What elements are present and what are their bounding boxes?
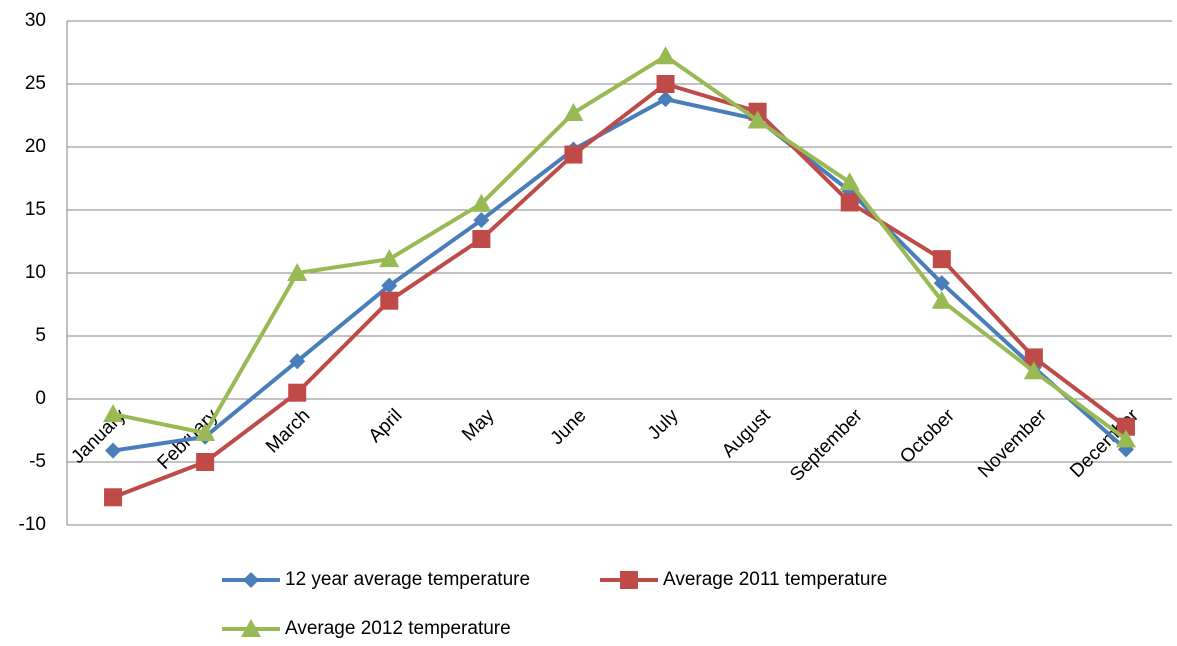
marker xyxy=(195,423,216,442)
marker xyxy=(1023,361,1044,380)
marker xyxy=(655,46,676,65)
legend-marker xyxy=(243,572,259,588)
y-tick-label: 0 xyxy=(35,388,46,409)
marker xyxy=(105,442,122,459)
marker xyxy=(472,229,491,248)
x-tick-label: April xyxy=(365,405,407,447)
marker xyxy=(381,277,398,294)
y-tick-label: -5 xyxy=(29,451,46,472)
marker xyxy=(933,275,950,292)
marker xyxy=(563,102,584,121)
y-tick-label: 30 xyxy=(25,10,46,31)
marker xyxy=(657,91,674,108)
marker xyxy=(380,291,399,310)
marker xyxy=(1024,348,1043,367)
y-tick-label: 15 xyxy=(25,199,46,220)
marker xyxy=(931,290,952,309)
x-tick-label: July xyxy=(644,405,683,444)
marker xyxy=(473,212,490,229)
marker xyxy=(656,75,675,93)
marker xyxy=(840,193,859,212)
series-line xyxy=(112,54,1128,441)
marker xyxy=(1115,429,1136,448)
marker xyxy=(839,172,860,191)
legend-label: Average 2012 temperature xyxy=(285,618,511,639)
marker xyxy=(1116,417,1135,436)
x-tick-label: August xyxy=(718,405,775,462)
marker xyxy=(289,353,306,370)
marker xyxy=(564,145,583,164)
legend-marker xyxy=(620,571,638,589)
series-line xyxy=(112,82,1128,500)
marker xyxy=(932,250,951,269)
x-tick-label: May xyxy=(458,405,499,446)
y-tick-label: 5 xyxy=(35,325,46,346)
marker xyxy=(196,453,215,471)
marker xyxy=(379,249,400,268)
y-tick-label: -10 xyxy=(19,514,46,535)
y-tick-label: 20 xyxy=(25,136,46,157)
marker xyxy=(747,110,768,129)
legend-marker xyxy=(241,619,261,637)
marker xyxy=(288,383,307,402)
marker xyxy=(104,488,123,507)
marker xyxy=(287,263,308,281)
y-tick-label: 10 xyxy=(25,262,46,283)
x-tick-label: October xyxy=(896,405,959,468)
x-tick-label: November xyxy=(974,405,1051,482)
legend-label: 12 year average temperature xyxy=(285,569,530,590)
marker xyxy=(471,193,492,212)
marker xyxy=(103,404,124,423)
legend-label: Average 2011 temperature xyxy=(663,569,887,590)
x-tick-label: September xyxy=(786,405,867,486)
y-tick-label: 25 xyxy=(25,73,46,94)
series-line xyxy=(112,97,1128,453)
x-tick-label: June xyxy=(547,405,591,449)
